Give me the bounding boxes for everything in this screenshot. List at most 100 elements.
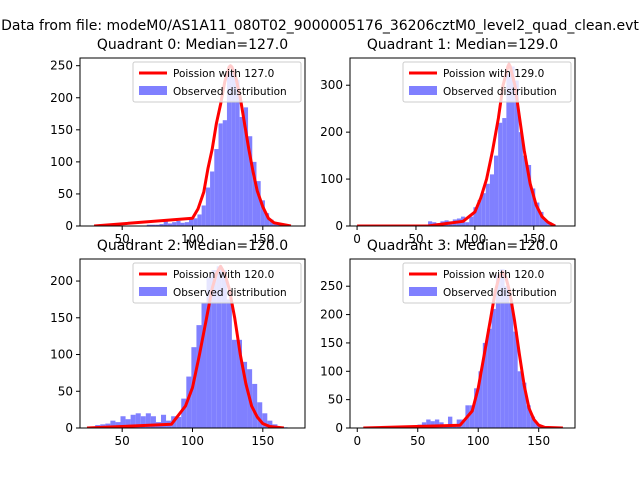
legend-fit-label: Poission with 120.0: [173, 269, 274, 281]
y-tick-label: 100: [320, 364, 343, 378]
hist-bar: [543, 220, 548, 226]
x-tick-label: 50: [410, 434, 425, 448]
hist-bar: [197, 214, 202, 226]
y-tick-label: 50: [328, 393, 343, 407]
hist-bar: [262, 413, 268, 428]
hist-bar: [269, 219, 274, 226]
hist-bar: [231, 68, 236, 226]
y-tick-label: 250: [50, 59, 73, 73]
hist-bar: [477, 200, 482, 226]
y-tick-label: 50: [58, 187, 73, 201]
hist-bar: [163, 220, 168, 226]
axes-frame: [349, 258, 576, 429]
hist-bar: [226, 72, 232, 226]
hist-bar: [176, 416, 182, 428]
hist-bar: [465, 222, 470, 226]
hist-bar: [473, 207, 478, 226]
hist-bar: [481, 193, 486, 226]
hist-bar: [110, 420, 116, 428]
hist-bar: [531, 188, 536, 226]
hist-bar: [494, 155, 499, 226]
legend-hist-swatch: [139, 86, 167, 95]
panel-quadrant-0: Quadrant 0: Median=127.0 50 100 150 0 50 100 15…: [50, 37, 306, 246]
legend-box: [402, 262, 572, 304]
hist-bar: [226, 299, 232, 428]
hist-bar: [504, 286, 509, 428]
hist-bar: [216, 266, 222, 428]
hist-bar: [172, 222, 177, 226]
legend: Poission with 120.0 Observed distribution: [132, 262, 302, 304]
hist-bar: [135, 413, 141, 428]
figure-suptitle: Data from file: modeM0/AS1A11_080T02_900…: [1, 18, 639, 34]
hist-bar: [176, 220, 181, 226]
panel-quadrant-1: Quadrant 1: Median=129.0 0 50 100 150 0 100 200…: [320, 37, 576, 246]
x-tick-label: 0: [353, 232, 361, 246]
hist-bar: [469, 216, 474, 226]
panel-title: Quadrant 3: Median=120.0: [367, 238, 558, 254]
hist-bar: [184, 222, 189, 226]
x-tick-label: 150: [251, 434, 274, 448]
hist-bar: [428, 221, 433, 226]
hist-bar: [201, 205, 206, 226]
hist-bar: [211, 270, 217, 428]
hist-bar: [242, 361, 248, 428]
hist-bar: [252, 383, 258, 428]
y-tick-label: 100: [50, 348, 73, 362]
panel-quadrant-3: Quadrant 3: Median=120.0 0 50 100 150 0 50 100 1…: [320, 238, 576, 448]
hist-bar: [257, 402, 263, 428]
y-tick-label: 100: [50, 155, 73, 169]
hist-bar: [151, 224, 156, 226]
hist-bar: [526, 164, 532, 226]
hist-bar: [146, 224, 152, 226]
hist-bar: [231, 339, 237, 428]
hist-bar: [222, 120, 227, 226]
hist-bar: [264, 213, 270, 226]
y-tick-label: 150: [50, 311, 73, 325]
hist-bar: [180, 222, 185, 226]
y-tick-label: 0: [335, 421, 343, 435]
legend-hist-label: Observed distribution: [173, 86, 287, 98]
panel-title: Quadrant 0: Median=127.0: [97, 37, 288, 53]
x-tick-label: 100: [181, 434, 204, 448]
hist-bar: [506, 73, 511, 226]
hist-bar: [252, 161, 257, 226]
x-tick-label: 100: [463, 232, 486, 246]
hist-bar: [508, 303, 514, 428]
hist-bar: [489, 174, 495, 226]
hist-bar: [469, 405, 475, 428]
hist-bar: [434, 419, 440, 428]
hist-bar: [256, 181, 261, 226]
hist-bar: [478, 371, 483, 428]
hist-bar: [248, 136, 253, 226]
hist-bar: [500, 269, 505, 428]
hist-bar: [267, 420, 273, 428]
hist-bar: [188, 218, 194, 226]
hist-bar: [260, 200, 265, 226]
hist-bar: [539, 211, 544, 226]
hist-bar: [201, 303, 207, 428]
hist-bar: [426, 419, 431, 428]
x-tick-label: 100: [467, 434, 490, 448]
x-tick-label: 150: [527, 434, 550, 448]
y-tick-label: 0: [335, 219, 343, 233]
hist-bar: [159, 224, 164, 226]
legend-fit-label: Poission with 120.0: [443, 269, 544, 281]
hist-bar: [447, 416, 453, 428]
legend-box: [132, 61, 302, 103]
hist-bar: [243, 107, 249, 226]
hist-bar: [155, 224, 160, 226]
hist-bar: [474, 388, 479, 428]
y-tick-label: 0: [65, 219, 73, 233]
x-tick-label: 50: [115, 232, 130, 246]
legend-hist-swatch: [139, 287, 167, 296]
hist-bar: [130, 414, 136, 428]
y-tick-label: 200: [50, 91, 73, 105]
hist-bar: [517, 371, 523, 428]
legend-hist-label: Observed distribution: [443, 86, 557, 98]
hist-bar: [491, 308, 496, 428]
hist-bar: [535, 202, 540, 226]
x-tick-label: 150: [522, 232, 545, 246]
hist-bar: [487, 328, 492, 428]
x-tick-label: 150: [251, 232, 274, 246]
y-tick-label: 100: [320, 172, 343, 186]
